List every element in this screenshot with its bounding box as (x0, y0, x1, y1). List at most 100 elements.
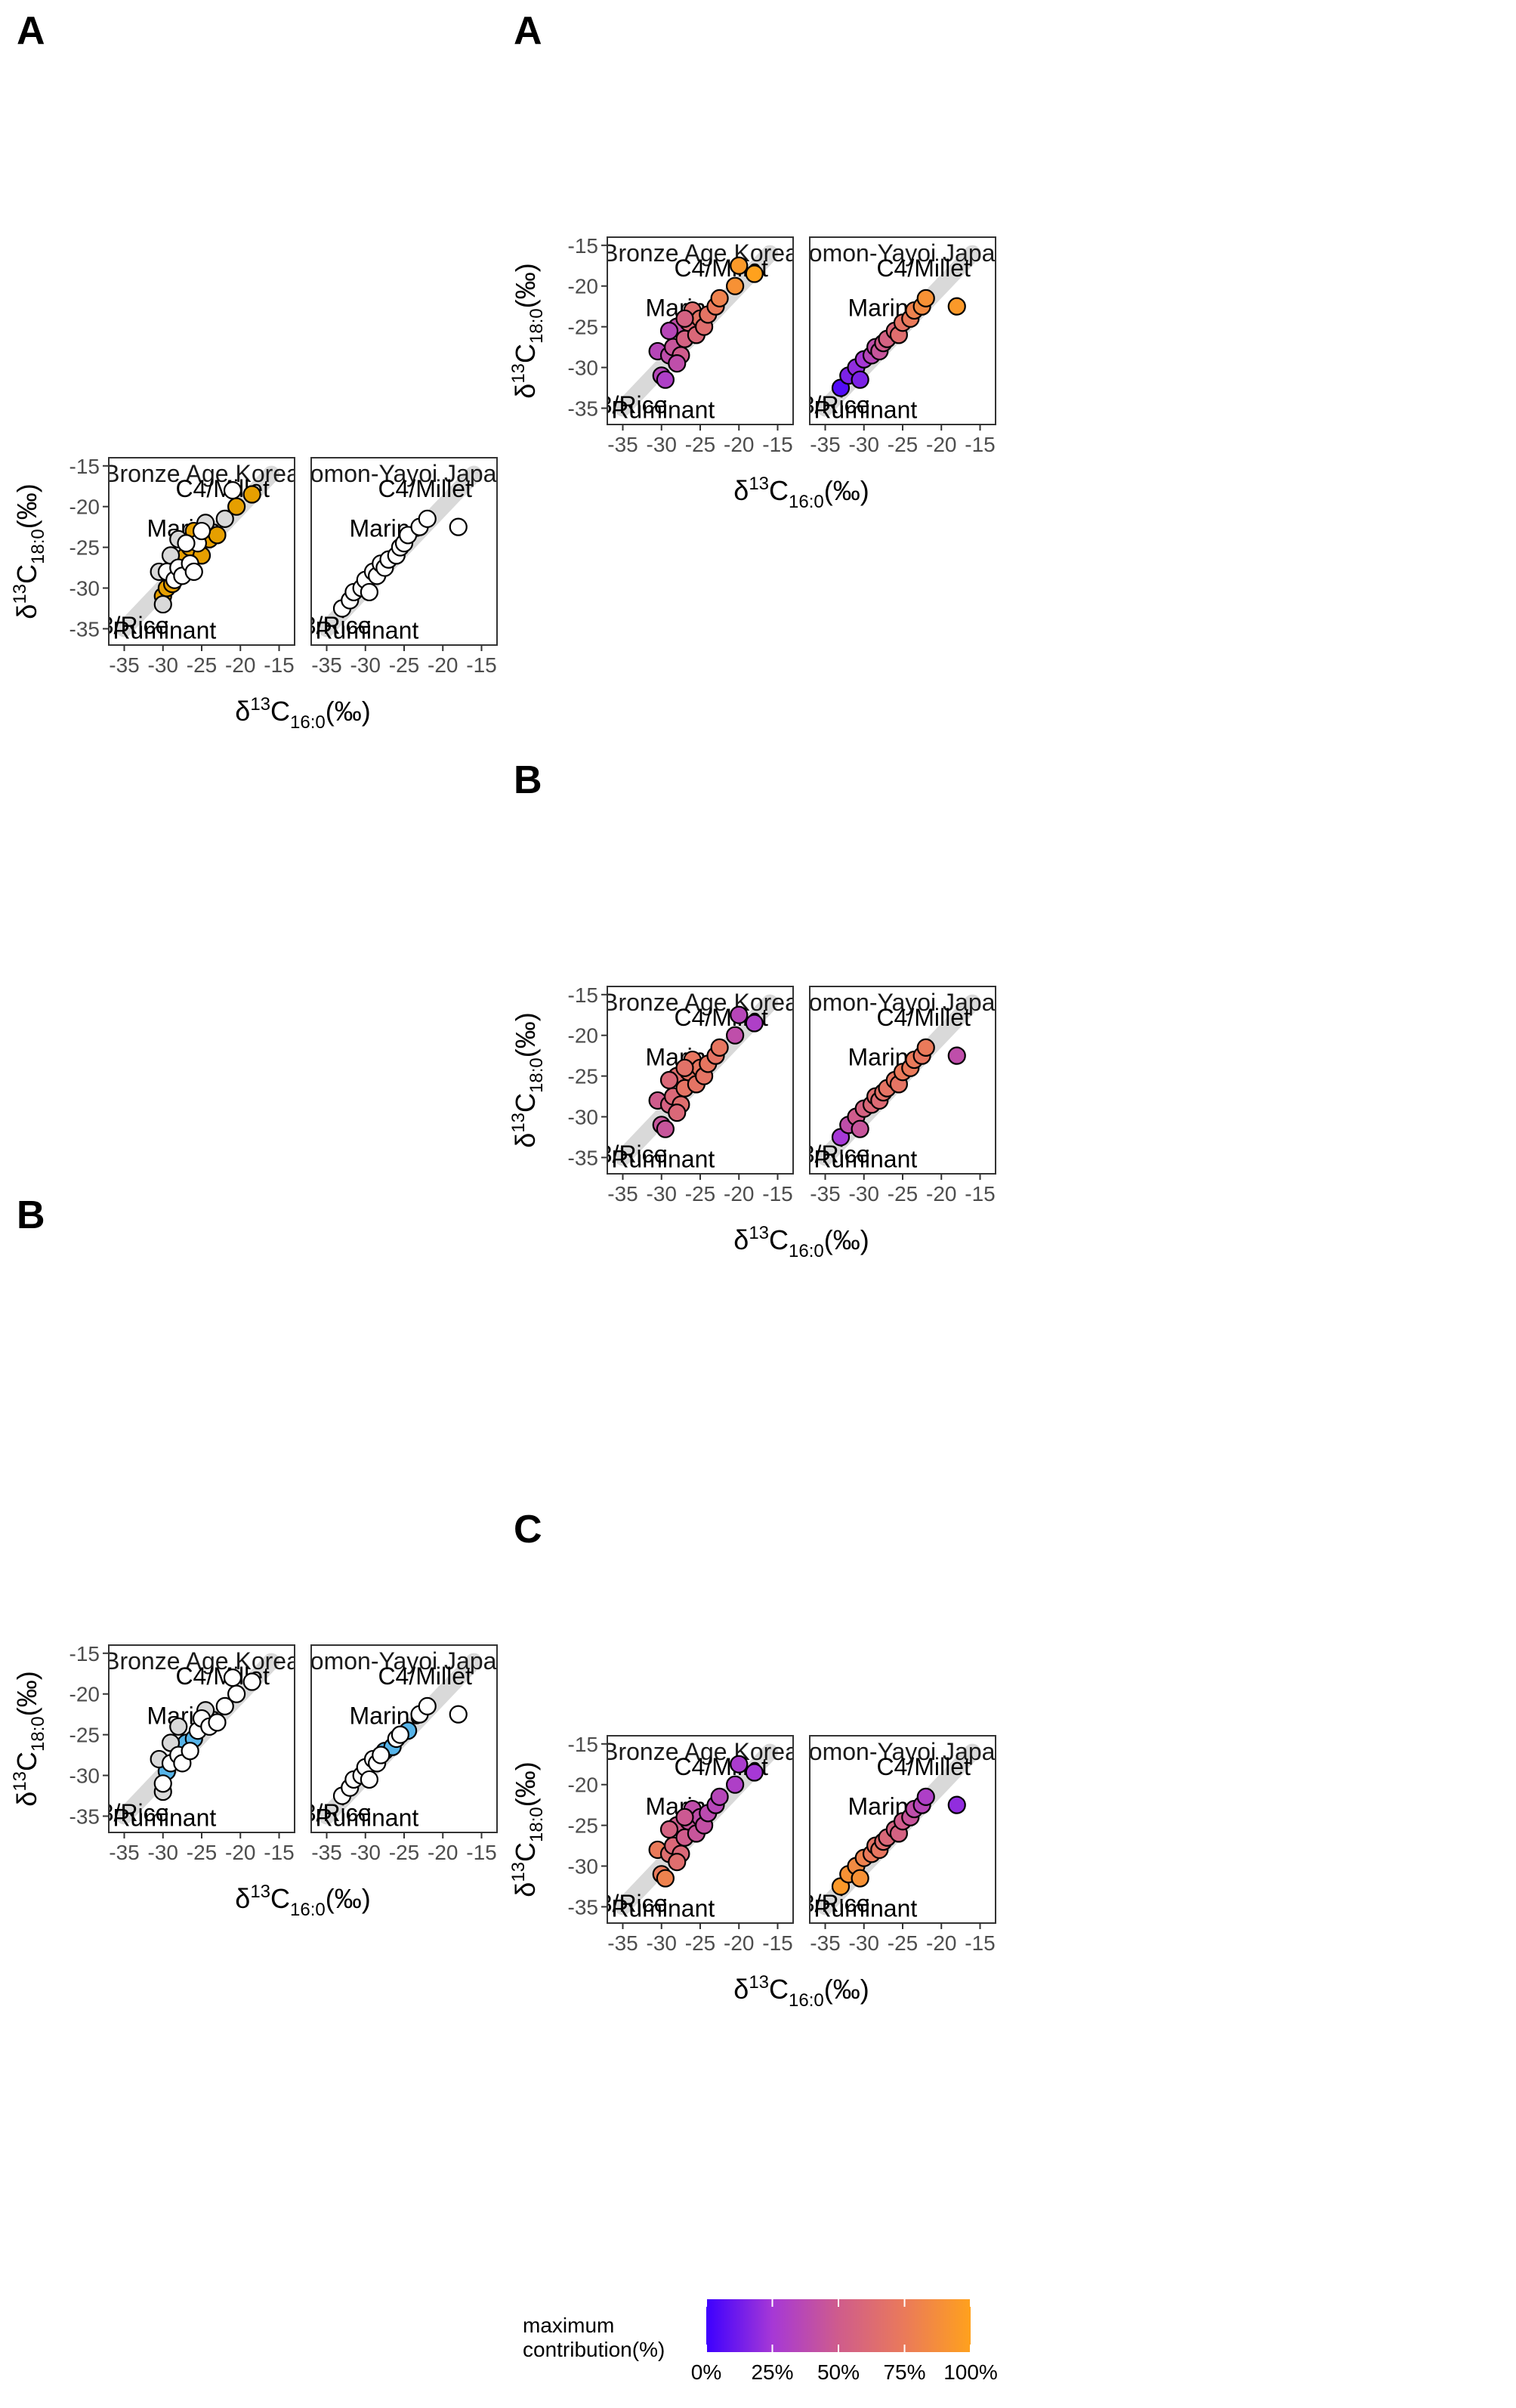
y-axis-title: δ13C18:0(‰) (508, 1761, 547, 1897)
facet-panel: Bronze Age KoreaC4/MilletMarineC3/RiceRu… (69, 1642, 300, 1864)
y-tick-label: -35 (69, 1804, 100, 1828)
x-tick-label: -25 (187, 653, 217, 677)
y-tick-label: -25 (69, 536, 100, 560)
y-title-main: C (510, 1093, 541, 1113)
data-point (227, 1684, 246, 1703)
chart-1: Bronze Age KoreaC4/MilletMarineC3/RiceRu… (10, 455, 510, 733)
data-point (947, 297, 966, 316)
data-point (668, 354, 687, 373)
facet-panel: Bronze Age KoreaC4/MilletMarineC3/RiceRu… (568, 983, 794, 1206)
chart-4: Bronze Age KoreaC4/MilletMarineC3/RiceRu… (508, 983, 996, 1261)
label-ruminant: Ruminant (113, 616, 216, 644)
data-point (656, 1869, 675, 1888)
data-point (372, 1746, 391, 1764)
y-tick-label: -35 (69, 617, 100, 641)
x-tick-label: -30 (148, 653, 178, 677)
x-tick-label: -20 (926, 1182, 956, 1206)
label-c3-rice: C3/Rice (582, 391, 668, 418)
data-point (177, 534, 196, 553)
data-point (242, 1672, 261, 1691)
label-c3-rice: C3/Rice (582, 1890, 668, 1917)
x-tick-label: -25 (389, 1841, 419, 1864)
x-title-main: C (270, 1883, 290, 1914)
x-title-prefix: δ (235, 1883, 250, 1914)
facet-panel: Jomon-Yayoi JapanC4/MilletMarineC3/RiceR… (797, 1735, 1008, 1955)
x-tick-label: -35 (810, 1931, 840, 1955)
y-title-main: C (510, 1842, 541, 1862)
y-axis-title: δ13C18:0(‰) (10, 483, 48, 619)
x-tick-label: -35 (109, 653, 139, 677)
y-title-prefix: δ (510, 384, 541, 399)
x-tick-label: -20 (724, 433, 754, 456)
data-point (745, 1014, 764, 1033)
facet-title: Jomon-Yayoi Japan (298, 460, 510, 487)
facet-title: Bronze Age Korea (103, 1647, 300, 1675)
x-title-sub: 16:0 (789, 492, 824, 512)
y-tick-label: -30 (69, 577, 100, 600)
legend-title-line1: maximum (523, 2314, 614, 2337)
label-c4-millet: C4/Millet (876, 255, 971, 282)
x-tick-label: -15 (264, 1841, 294, 1864)
label-ruminant: Ruminant (814, 396, 917, 423)
x-title-prefix: δ (733, 475, 749, 506)
x-tick-label: -15 (762, 1931, 792, 1955)
label-ruminant: Ruminant (113, 1804, 216, 1831)
data-point (181, 1742, 199, 1761)
x-axis-title: δ13C16:0(‰) (733, 1223, 869, 1261)
data-point (215, 1696, 234, 1715)
y-tick-label: -15 (69, 1642, 100, 1666)
x-tick-label: -20 (724, 1931, 754, 1955)
label-c3-rice: C3/Rice (83, 1799, 169, 1826)
data-point (418, 509, 437, 528)
data-point (710, 1038, 729, 1057)
data-point (745, 264, 764, 283)
x-tick-label: -30 (647, 1931, 677, 1955)
x-title-sup: 13 (749, 1972, 769, 1993)
data-point (916, 289, 935, 307)
y-title-unit: (‰) (11, 1671, 42, 1716)
facet-title: Jomon-Yayoi Japan (797, 1738, 1008, 1765)
facet-title: Jomon-Yayoi Japan (797, 239, 1008, 267)
y-title-sup: 13 (508, 1113, 529, 1133)
x-tick-label: -35 (607, 1931, 638, 1955)
x-axis-title: δ13C16:0(‰) (235, 694, 370, 733)
facet-panel: Jomon-Yayoi JapanC4/MilletMarineC3/RiceR… (298, 457, 510, 677)
x-tick-label: -30 (148, 1841, 178, 1864)
y-tick-label: -25 (568, 316, 598, 339)
label-ruminant: Ruminant (814, 1894, 917, 1922)
label-ruminant: Ruminant (611, 396, 715, 423)
x-tick-label: -15 (965, 1931, 995, 1955)
x-title-main: C (769, 1974, 789, 2005)
label-c3-rice: C3/Rice (582, 1141, 668, 1168)
y-title-prefix: δ (11, 1792, 42, 1807)
label-ruminant: Ruminant (611, 1145, 715, 1172)
facet-title: Bronze Age Korea (602, 1738, 798, 1765)
y-tick-label: -15 (568, 234, 598, 258)
x-tick-label: -35 (311, 1841, 341, 1864)
data-point (745, 1763, 764, 1782)
data-point (659, 1820, 679, 1839)
y-title-prefix: δ (510, 1882, 541, 1897)
y-tick-label: -20 (568, 1774, 598, 1797)
x-tick-label: -25 (685, 1931, 715, 1955)
x-axis-title: δ13C16:0(‰) (733, 1972, 869, 2011)
label-ruminant: Ruminant (611, 1894, 715, 1922)
y-title-sup: 13 (10, 584, 30, 604)
label-c3-rice: C3/Rice (83, 612, 169, 639)
data-point (449, 517, 468, 536)
y-title-main: C (11, 1752, 42, 1771)
y-title-sub: 18:0 (28, 1716, 48, 1752)
label-ruminant: Ruminant (315, 616, 418, 644)
x-tick-label: -25 (685, 1182, 715, 1206)
x-tick-label: -20 (724, 1182, 754, 1206)
chart-3: Bronze Age KoreaC4/MilletMarineC3/RiceRu… (508, 234, 1008, 512)
y-tick-label: -15 (568, 983, 598, 1007)
y-axis-title: δ13C18:0(‰) (10, 1671, 48, 1806)
x-tick-label: -30 (849, 1931, 879, 1955)
facet-panel: Bronze Age KoreaC4/MilletMarineC3/RiceRu… (69, 455, 295, 677)
x-tick-label: -35 (311, 653, 341, 677)
data-point (730, 1755, 749, 1774)
x-tick-label: -35 (810, 1182, 840, 1206)
